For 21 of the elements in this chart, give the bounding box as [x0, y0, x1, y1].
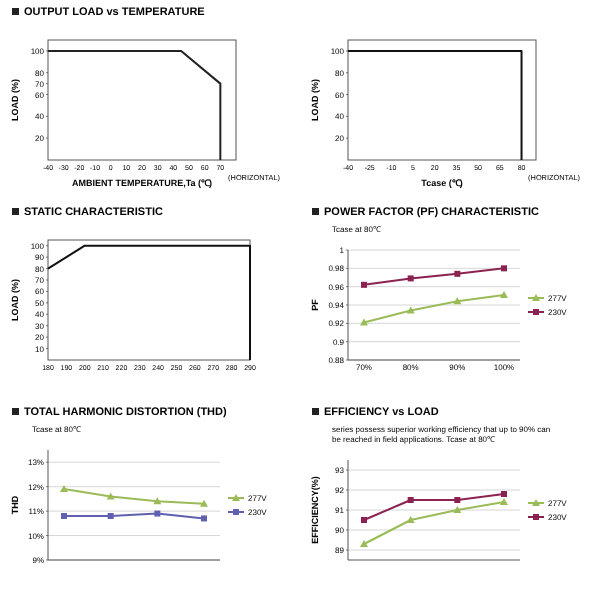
line-series	[361, 265, 507, 288]
point	[500, 498, 508, 505]
point	[200, 499, 208, 507]
point	[407, 497, 414, 503]
line-series	[360, 290, 508, 326]
point	[454, 497, 461, 503]
point	[407, 275, 414, 282]
point	[501, 265, 507, 272]
line-series	[360, 498, 508, 547]
line-series	[60, 485, 208, 507]
point	[361, 281, 367, 288]
point	[360, 540, 368, 547]
point	[107, 513, 114, 519]
point	[453, 506, 462, 513]
point	[500, 290, 508, 298]
point	[154, 510, 161, 517]
point	[406, 516, 415, 523]
point	[454, 270, 461, 277]
point	[60, 485, 68, 493]
point	[201, 515, 207, 522]
point	[406, 306, 415, 314]
